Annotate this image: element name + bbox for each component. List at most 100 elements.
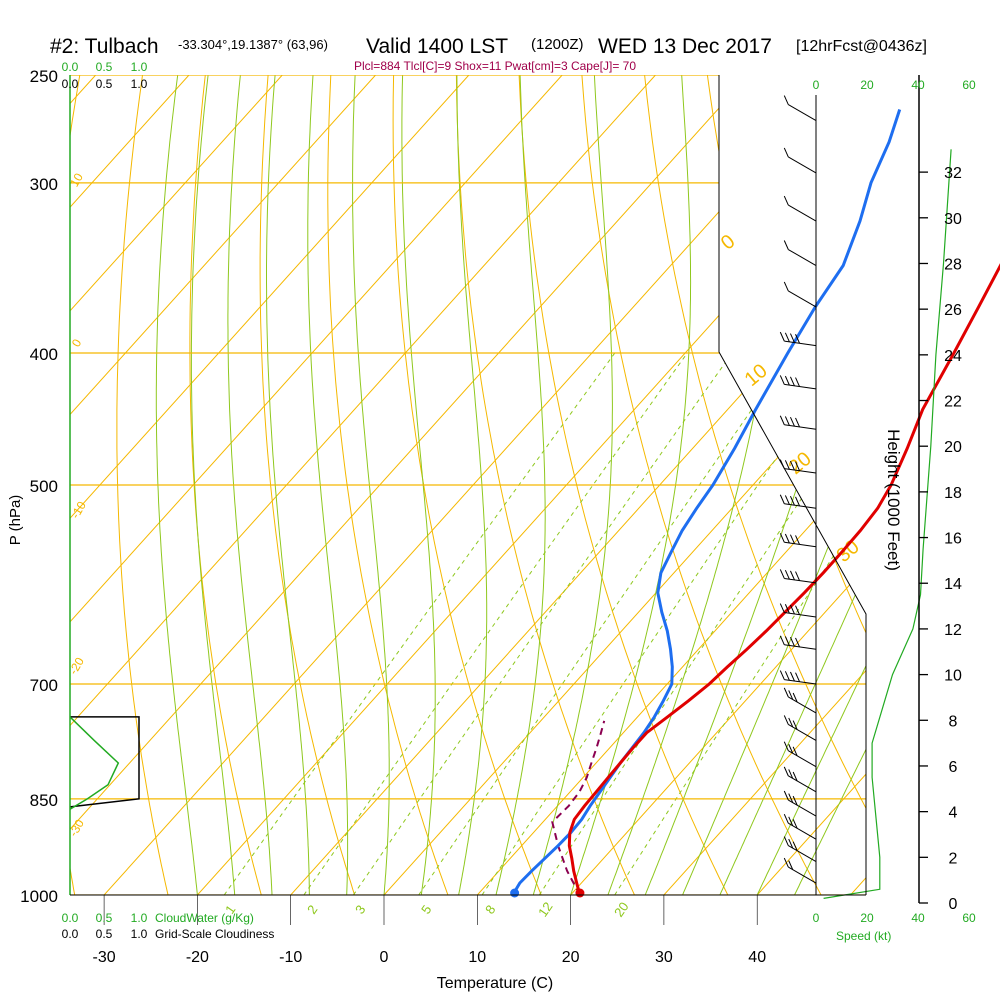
dry-adiabat-line (765, 75, 866, 895)
wind-barb-flag (795, 571, 800, 581)
dry-adiabat-label: 20 (785, 448, 816, 479)
wind-barb-flag (779, 415, 785, 425)
wind-barb-staff (784, 541, 817, 548)
dry-adiabat-label: 10 (67, 170, 86, 189)
wind-barb-flag (784, 533, 790, 544)
wind-barb-flag (788, 838, 794, 849)
temp-tick-label: -10 (279, 949, 302, 966)
moist-adiabat-line (532, 75, 613, 895)
wind-barb-staff (788, 845, 817, 862)
dry-adiabat-line (259, 75, 365, 895)
wind-barb-flag (783, 715, 789, 725)
moist-adiabat-line (495, 75, 546, 895)
mixing-ratio-label: 12 (535, 899, 556, 919)
temp-tick-label: -20 (186, 949, 209, 966)
height-tick-label: 20 (944, 439, 962, 456)
wind-barb-flag (783, 836, 789, 846)
moist-adiabat-line (307, 75, 349, 895)
wind-barb-staff (784, 424, 817, 430)
surface-dewpoint-dot (510, 888, 520, 898)
moist-adiabat-line (401, 75, 436, 895)
wind-barb-flag (783, 281, 789, 292)
height-tick-label: 30 (944, 211, 962, 228)
height-tick-label: 32 (944, 165, 962, 182)
wind-barb-flag (795, 377, 800, 387)
wind-barb (779, 375, 817, 390)
mixing-ratio-line (538, 352, 866, 895)
wind-barb-staff (784, 340, 817, 347)
wind-barb (779, 331, 817, 347)
wind-barb-flag (795, 637, 800, 648)
pressure-tick-label: 700 (30, 676, 58, 695)
wind-barb-flag (789, 495, 795, 506)
wind-barb (779, 670, 817, 685)
cloudwater-scale-bottom: 0.0 (62, 911, 79, 925)
wind-barb-flag (789, 671, 795, 682)
dry-adiabat-line (641, 75, 866, 895)
wind-speed-line (823, 149, 952, 899)
plot-boundary (718, 75, 867, 895)
wind-barb-flag (788, 793, 794, 803)
wind-barb-flag (783, 687, 789, 698)
cloudiness-scale-bottom: 0.0 (62, 927, 79, 941)
mixing-ratio-label: 20 (611, 899, 632, 919)
cloudwater-scale-bottom: 0.5 (96, 911, 113, 925)
moist-adiabat-line (155, 75, 198, 895)
wind-barb-staff (784, 679, 817, 685)
wind-barb-flag (784, 636, 790, 646)
speed-scale-bottom: 60 (962, 911, 976, 925)
chart-title: #2: Tulbach -33.304°,19.1387° (63,96) Va… (50, 35, 927, 58)
wind-barb-flag (792, 692, 798, 703)
speed-scale-bottom: 40 (911, 911, 925, 925)
wind-barb (779, 415, 817, 430)
mixing-ratio-line (418, 352, 792, 895)
wind-barb-flag (792, 771, 798, 782)
dry-adiabat-line (116, 75, 176, 895)
wind-barbs (779, 95, 817, 884)
wind-barb-staff (784, 612, 817, 618)
height-tick-label: 6 (949, 759, 958, 776)
zulu-time: (1200Z) (531, 36, 584, 53)
wind-barb-flag (783, 766, 789, 777)
dewpoint-line (513, 109, 902, 896)
speed-label: Speed (kt) (836, 929, 891, 943)
speed-scale-bottom: 0 (813, 911, 820, 925)
dry-adiabat-line (0, 51, 22, 924)
dry-adiabat-line (827, 75, 866, 895)
cloudwater-label: CloudWater (g/Kg) (155, 911, 254, 925)
wind-barb (783, 95, 817, 121)
wind-barb-flag (779, 603, 785, 613)
wind-barb-flag (783, 240, 789, 250)
forecast-info: [12hrFcst@0436z] (796, 38, 927, 55)
wind-barb-flag (784, 416, 790, 426)
wind-barb-flag (795, 496, 800, 507)
wind-barb-flag (788, 717, 794, 728)
height-tick-label: 24 (944, 348, 962, 365)
valid-time: Valid 1400 LST (366, 35, 508, 58)
wind-barb-staff (788, 866, 817, 884)
wind-barb-flag (783, 741, 789, 751)
height-tick-label: 4 (949, 805, 958, 822)
wind-barb-flag (779, 331, 785, 342)
wind-barb-flag (784, 671, 790, 681)
height-tick-label: 18 (944, 485, 962, 502)
wind-barb (783, 281, 817, 308)
pressure-tick-label: 300 (30, 175, 58, 194)
parcel-path (551, 720, 606, 896)
wind-barb-flag (795, 605, 800, 615)
wind-barb-flag (795, 334, 800, 344)
wind-barb (779, 533, 817, 548)
cloudiness-scale-bottom: 0.5 (96, 927, 113, 941)
temp-tick-label: 0 (380, 949, 389, 966)
surface-temp-dot (575, 888, 585, 898)
wind-barb-staff (788, 696, 817, 714)
wind-barb-flag (783, 790, 789, 801)
wind-barb-staff (788, 290, 817, 308)
wind-barb-flag (789, 570, 795, 581)
pressure-tick-label: 850 (30, 791, 58, 810)
wind-barb-flag (783, 857, 789, 868)
wind-barb (783, 741, 817, 768)
wind-barb-flag (779, 635, 785, 645)
cloudiness-profile (69, 716, 140, 808)
wind-barb-staff (788, 156, 817, 174)
